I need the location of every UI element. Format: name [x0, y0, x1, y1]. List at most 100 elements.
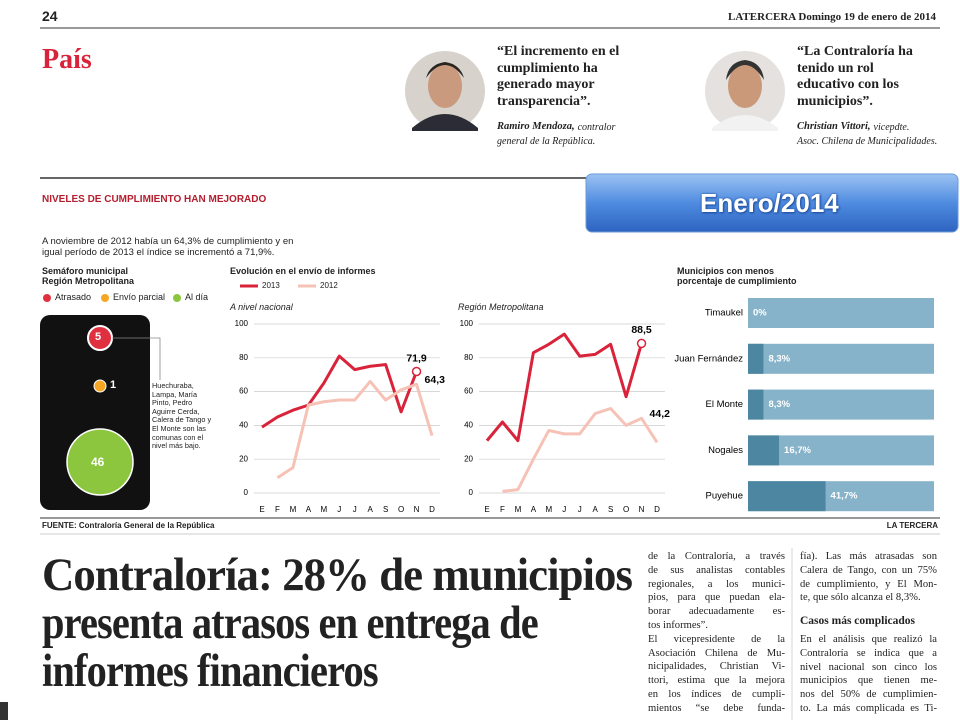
quote-line: “El incremento en el — [497, 44, 620, 59]
article-line: fía). Las más atrasadas son — [800, 551, 937, 562]
semaphore-title: Región Metropolitana — [42, 276, 134, 286]
bar-background — [748, 343, 934, 374]
x-tick-label: O — [623, 505, 629, 514]
banner-box — [585, 173, 959, 233]
category-label: Puyehue — [705, 491, 743, 502]
quote-line: generado mayor — [497, 77, 595, 92]
legend-dot — [173, 294, 181, 302]
x-tick-label: M — [545, 505, 552, 514]
y-tick-label: 80 — [464, 353, 473, 362]
value-label: 0% — [753, 308, 767, 319]
publication: LATERCERA Domingo 19 de enero de 2014 — [728, 11, 936, 23]
quote-line: transparencia”. — [497, 93, 591, 109]
count-red: 5 — [95, 331, 102, 343]
evolution-title: Evolución en el envío de informes — [230, 266, 376, 276]
category-label: Juan Fernández — [674, 353, 743, 364]
chart-title: Municipios con menos — [677, 266, 775, 276]
y-tick-label: 100 — [460, 319, 474, 328]
x-tick-label: F — [500, 505, 505, 514]
x-tick-label: A — [368, 505, 374, 514]
intro-line: A noviembre de 2012 había un 64,3% de cu… — [42, 236, 294, 247]
bar-background — [748, 389, 934, 420]
point-marker — [636, 338, 647, 349]
semaphore-note: Huechuraba, — [152, 381, 194, 390]
x-tick-label: J — [353, 505, 357, 514]
section-title: País — [42, 44, 92, 75]
category-label: Timaukel — [705, 308, 743, 319]
count-yellow: 1 — [110, 379, 117, 391]
credit: LA TERCERA — [886, 521, 938, 530]
x-tick-label: A — [531, 505, 537, 514]
category-label: Nogales — [708, 445, 743, 456]
semaphore-title: Semáforo municipal — [42, 266, 129, 276]
y-tick-label: 40 — [464, 421, 473, 430]
chart-title: porcentaje de cumplimiento — [677, 276, 797, 286]
article-line: mientos “se debe funda- — [648, 702, 785, 714]
y-tick-label: 40 — [239, 421, 248, 430]
semaphore-note: El Monte son las — [152, 424, 206, 433]
y-tick-label: 20 — [464, 454, 473, 463]
value-label: 41,7% — [831, 491, 858, 502]
x-tick-label: N — [414, 505, 420, 514]
portrait — [705, 51, 785, 131]
article-line: pios, para que puedan ela- — [648, 592, 785, 604]
portrait — [405, 51, 485, 131]
x-tick-label: D — [429, 505, 435, 514]
article-line: municipios que tienen me- — [800, 675, 937, 687]
value-label: 44,2 — [650, 408, 671, 420]
article-line: Contraloría se indica que a — [800, 647, 937, 659]
y-tick-label: 100 — [235, 319, 249, 328]
legend-dot — [101, 294, 109, 302]
x-tick-label: J — [578, 505, 582, 514]
x-tick-label: N — [639, 505, 645, 514]
panel-title: Región Metropolitana — [458, 302, 544, 312]
x-tick-label: A — [306, 505, 312, 514]
legend-label: 2013 — [262, 281, 280, 290]
bar — [748, 481, 826, 512]
legend-label: Al día — [185, 292, 209, 302]
headline-line: informes financieros — [42, 645, 379, 697]
y-tick-label: 20 — [239, 454, 248, 463]
page-number: 24 — [42, 8, 58, 24]
x-tick-label: M — [290, 505, 297, 514]
article-line: tos informes”. — [648, 620, 709, 631]
x-tick-label: F — [275, 505, 280, 514]
headline-line: Contraloría: 28% de municipios — [42, 549, 633, 601]
semaphore-note: Pinto, Pedro — [152, 398, 193, 408]
quote-line: tenido un rol — [797, 60, 874, 76]
x-tick-label: M — [320, 505, 327, 514]
semaphore-yellow — [93, 379, 107, 393]
quote-line: cumplimiento ha — [497, 60, 598, 76]
y-tick-label: 0 — [469, 488, 474, 497]
article-subhead: Casos más complicados — [800, 615, 916, 627]
x-tick-label: S — [383, 505, 388, 514]
x-tick-label: E — [259, 505, 264, 514]
y-tick-label: 60 — [239, 387, 248, 396]
article-line: en los índices de cumpli- — [648, 689, 785, 700]
value-label: 8,3% — [768, 353, 790, 364]
semaphore-note: Lampa, María — [152, 389, 198, 399]
article-line: nivel nacional son cinco los — [800, 661, 937, 673]
value-label: 16,7% — [784, 445, 811, 456]
semaphore-note: comunas con el — [152, 432, 204, 442]
x-tick-label: J — [337, 505, 341, 514]
article-line: nicipalidades, Christian Vi- — [648, 661, 785, 673]
x-tick-label: M — [515, 505, 522, 514]
value-label: 8,3% — [768, 399, 790, 410]
legend-dot — [43, 294, 51, 302]
source: FUENTE: Contraloría General de la Repúbl… — [42, 521, 215, 530]
banner-text: Enero/2014 — [700, 188, 839, 218]
article-line: El vicepresidente de la — [648, 633, 785, 645]
category-label: El Monte — [706, 399, 744, 410]
value-label: 71,9 — [406, 352, 427, 364]
bar — [748, 343, 764, 374]
article-line: de la Contraloría, a través — [648, 551, 785, 562]
article-line: to. La más complicada es Ti- — [800, 703, 937, 714]
article-line: En el análisis que realizó la — [800, 634, 937, 645]
x-tick-label: S — [608, 505, 613, 514]
bar — [748, 389, 764, 420]
infographic-title: NIVELES DE CUMPLIMIENTO HAN MEJORADO — [42, 194, 267, 205]
count-green: 46 — [91, 455, 105, 469]
